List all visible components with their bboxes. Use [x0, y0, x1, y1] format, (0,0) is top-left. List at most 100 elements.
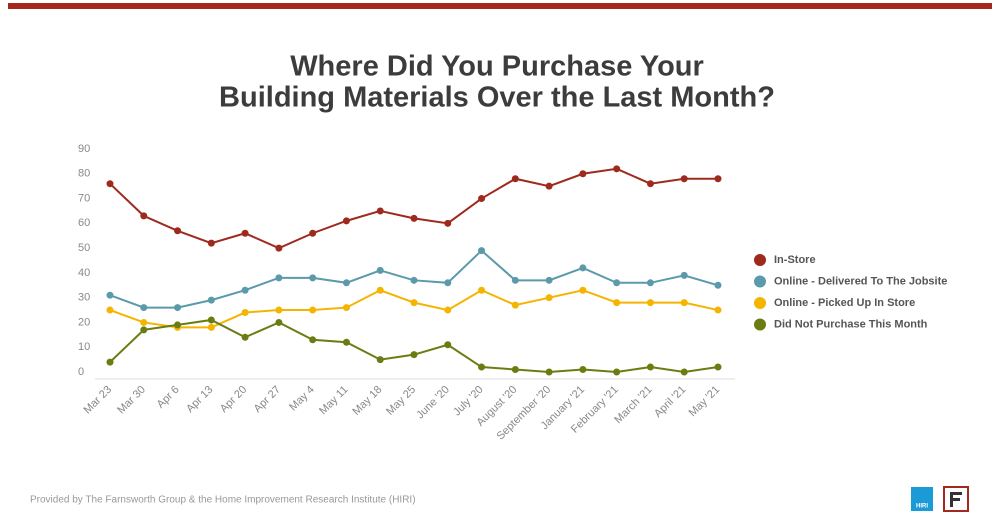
legend-label: Online - Delivered To The Jobsite: [774, 275, 947, 287]
y-tick-label: 30: [78, 292, 90, 304]
point: [511, 276, 519, 284]
point: [680, 175, 688, 183]
point: [478, 247, 486, 255]
point: [444, 341, 452, 349]
point: [174, 304, 182, 312]
point: [207, 316, 215, 324]
point: [444, 279, 452, 287]
point: [579, 264, 587, 272]
y-tick-label: 50: [78, 242, 90, 254]
legend-swatch: [754, 275, 766, 288]
x-tick-label: May 4: [287, 384, 317, 414]
point: [680, 368, 688, 376]
point: [714, 281, 722, 289]
x-tick-label: Apr 27: [252, 384, 283, 415]
point: [376, 207, 384, 215]
legend-swatch: [754, 297, 766, 309]
point: [342, 304, 350, 312]
point: [174, 227, 182, 235]
point: [545, 276, 553, 284]
point: [680, 271, 688, 279]
point: [241, 229, 249, 237]
point: [275, 306, 283, 314]
x-tick-label: Mar 30: [115, 384, 148, 417]
y-tick-label: 90: [78, 143, 90, 155]
point: [545, 182, 553, 190]
point: [275, 318, 283, 326]
point: [275, 244, 283, 252]
x-tick-label: June '20: [414, 384, 452, 422]
point: [511, 175, 519, 183]
x-tick-label: May 18: [350, 384, 384, 418]
y-tick-label: 0: [78, 366, 84, 378]
x-tick-label: Mar 23: [81, 384, 114, 417]
point: [140, 304, 148, 312]
point: [376, 286, 384, 294]
point: [680, 299, 688, 307]
point: [275, 274, 283, 282]
y-tick-label: 40: [78, 267, 90, 279]
point: [342, 217, 350, 225]
hiri-logo: [911, 487, 933, 511]
point: [613, 368, 621, 376]
point: [376, 266, 384, 274]
point: [241, 286, 249, 294]
point: [579, 366, 587, 374]
point: [714, 363, 722, 371]
point: [342, 338, 350, 346]
point: [545, 368, 553, 376]
point: [140, 326, 148, 334]
point: [579, 170, 587, 178]
point: [207, 239, 215, 247]
point: [241, 309, 249, 317]
x-tick-label: Apr 6: [155, 384, 182, 411]
footer: Provided by The Farnsworth Group & the H…: [30, 495, 416, 506]
point: [410, 351, 418, 359]
point: [714, 306, 722, 314]
point: [106, 306, 114, 314]
legend-label: Online - Picked Up In Store: [774, 297, 915, 309]
point: [309, 306, 317, 314]
point: [646, 279, 654, 287]
y-tick-label: 80: [78, 168, 90, 180]
point: [410, 214, 418, 222]
point: [309, 274, 317, 282]
point: [646, 363, 654, 371]
point: [511, 301, 519, 309]
legend-swatch: [754, 318, 766, 331]
point: [207, 323, 215, 331]
y-tick-label: 70: [78, 192, 90, 204]
series-line: [109, 167, 718, 250]
legend-label: Did Not Purchase This Month: [774, 318, 928, 330]
point: [140, 318, 148, 326]
point: [444, 306, 452, 314]
point: [174, 321, 182, 329]
point: [106, 291, 114, 299]
x-tick-label: April '21: [652, 384, 688, 420]
x-tick-label: May '21: [687, 384, 722, 419]
point: [714, 175, 722, 183]
point: [376, 356, 384, 364]
point: [207, 296, 215, 304]
point: [342, 279, 350, 287]
point: [478, 363, 486, 371]
point: [646, 180, 654, 188]
point: [106, 180, 114, 188]
farnsworth-logo-mark: [950, 492, 962, 507]
point: [579, 286, 587, 294]
point: [613, 279, 621, 287]
x-tick-label: May 25: [384, 384, 418, 418]
point: [646, 299, 654, 307]
point: [140, 212, 148, 220]
x-tick-label: Apr 20: [218, 384, 249, 415]
hiri-logo-text: HIRI: [916, 504, 928, 510]
point: [241, 333, 249, 341]
point: [545, 294, 553, 302]
point: [410, 299, 418, 307]
point: [106, 358, 114, 366]
point: [410, 276, 418, 284]
point: [511, 366, 519, 374]
y-tick-label: 20: [78, 316, 90, 328]
point: [478, 286, 486, 294]
point: [444, 219, 452, 227]
